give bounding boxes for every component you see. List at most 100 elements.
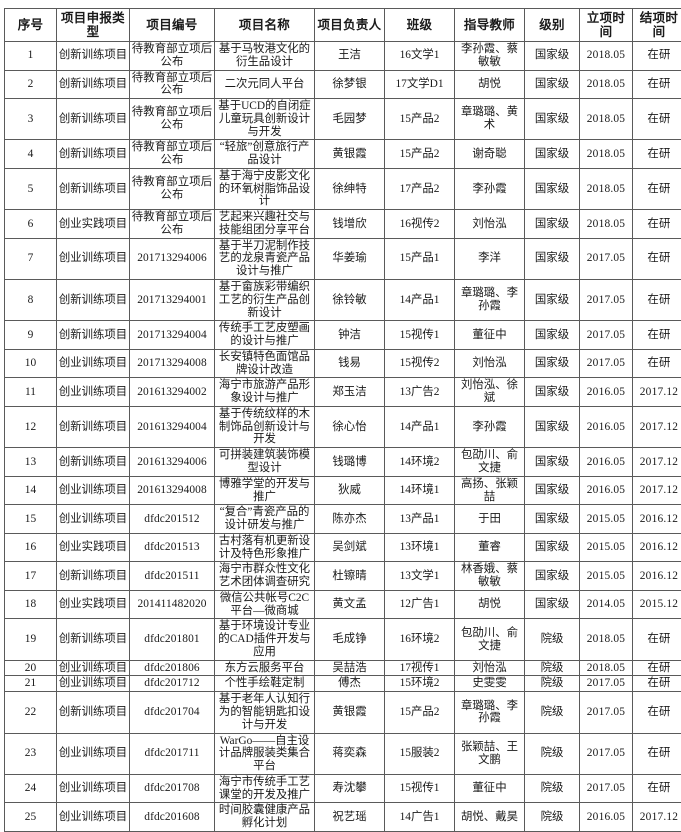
cell-level: 国家级 [525,99,580,140]
cell-seq: 25 [5,803,57,832]
cell-seq: 23 [5,733,57,774]
cell-level: 院级 [525,803,580,832]
cell-leader: 华姜瑜 [315,238,385,279]
cell-class: 14产品1 [385,280,455,321]
column-header-level: 级别 [525,9,580,42]
cell-teacher: 李洋 [455,238,525,279]
cell-code: dfdc201704 [130,692,215,733]
cell-end: 在研 [633,42,681,71]
cell-end: 在研 [633,676,681,692]
cell-name: 古村落有机更新设计及特色形象推广 [215,533,315,562]
cell-name: 二次元同人平台 [215,70,315,99]
cell-level: 院级 [525,733,580,774]
cell-level: 国家级 [525,238,580,279]
cell-class: 14广告1 [385,803,455,832]
cell-code: dfdc201806 [130,660,215,676]
cell-type: 创业训练项目 [57,733,130,774]
cell-name: 基于老年人认知行为的智能钥匙扣设计与开发 [215,692,315,733]
cell-end: 在研 [633,140,681,169]
cell-teacher: 包劭川、俞文捷 [455,448,525,477]
cell-start: 2017.05 [580,733,633,774]
cell-leader: 蒋奕森 [315,733,385,774]
cell-code: 201613294004 [130,406,215,447]
cell-class: 13文学1 [385,562,455,591]
cell-end: 2017.12 [633,803,681,832]
cell-level: 国家级 [525,321,580,350]
cell-level: 国家级 [525,590,580,619]
cell-teacher: 刘怡泓 [455,660,525,676]
cell-end: 2016.12 [633,562,681,591]
cell-level: 国家级 [525,505,580,534]
cell-start: 2014.05 [580,590,633,619]
cell-leader: 傅杰 [315,676,385,692]
cell-type: 创业实践项目 [57,533,130,562]
cell-type: 创新训练项目 [57,692,130,733]
cell-name: 可拼装建筑装饰模型设计 [215,448,315,477]
cell-seq: 19 [5,619,57,660]
cell-class: 12广告1 [385,590,455,619]
cell-type: 创业训练项目 [57,476,130,505]
cell-code: dfdc201711 [130,733,215,774]
cell-start: 2017.05 [580,280,633,321]
cell-name: 海宁市传统手工艺课堂的开发及推广 [215,774,315,803]
cell-seq: 12 [5,406,57,447]
cell-leader: 黄文孟 [315,590,385,619]
cell-teacher: 李孙霞 [455,168,525,209]
cell-teacher: 章璐璐、李孙霞 [455,692,525,733]
cell-seq: 16 [5,533,57,562]
cell-leader: 寿沈攀 [315,774,385,803]
cell-seq: 7 [5,238,57,279]
cell-teacher: 李孙霞 [455,406,525,447]
cell-seq: 18 [5,590,57,619]
cell-name: 基于环境设计专业的CAD插件开发与应用 [215,619,315,660]
cell-class: 17视传1 [385,660,455,676]
cell-code: dfdc201801 [130,619,215,660]
cell-class: 15视传2 [385,349,455,378]
cell-class: 15产品2 [385,99,455,140]
cell-end: 2016.12 [633,533,681,562]
cell-level: 院级 [525,692,580,733]
cell-class: 13广告2 [385,378,455,407]
table-header: 序号 项目申报类型 项目编号 项目名称 项目负责人 班级 指导教师 级别 立项时… [5,9,681,42]
cell-leader: 祝艺瑶 [315,803,385,832]
cell-start: 2018.05 [580,99,633,140]
cell-code: 待教育部立项后公布 [130,42,215,71]
cell-start: 2016.05 [580,448,633,477]
cell-level: 国家级 [525,210,580,239]
cell-start: 2017.05 [580,321,633,350]
cell-teacher: 章璐璐、李孙霞 [455,280,525,321]
cell-code: 201713294001 [130,280,215,321]
cell-class: 14环境2 [385,448,455,477]
cell-code: 201411482020 [130,590,215,619]
cell-type: 创新训练项目 [57,140,130,169]
cell-leader: 吴喆浩 [315,660,385,676]
cell-name: “复合”青瓷产品的设计研发与推广 [215,505,315,534]
cell-end: 在研 [633,70,681,99]
cell-seq: 13 [5,448,57,477]
cell-teacher: 胡悦 [455,70,525,99]
cell-code: 201613294002 [130,378,215,407]
cell-class: 17产品2 [385,168,455,209]
cell-class: 15产品2 [385,140,455,169]
cell-leader: 王洁 [315,42,385,71]
cell-start: 2018.05 [580,42,633,71]
column-header-teacher: 指导教师 [455,9,525,42]
cell-class: 15视传1 [385,321,455,350]
cell-leader: 钱增欣 [315,210,385,239]
cell-name: “轻旅”创意旅行产品设计 [215,140,315,169]
cell-name: 基于海宁皮影文化的环氧树脂饰品设计 [215,168,315,209]
cell-code: 201713294006 [130,238,215,279]
cell-seq: 17 [5,562,57,591]
cell-end: 在研 [633,619,681,660]
cell-seq: 10 [5,349,57,378]
cell-start: 2017.05 [580,692,633,733]
cell-start: 2016.05 [580,406,633,447]
cell-end: 2017.12 [633,476,681,505]
cell-class: 16视传2 [385,210,455,239]
cell-level: 国家级 [525,140,580,169]
